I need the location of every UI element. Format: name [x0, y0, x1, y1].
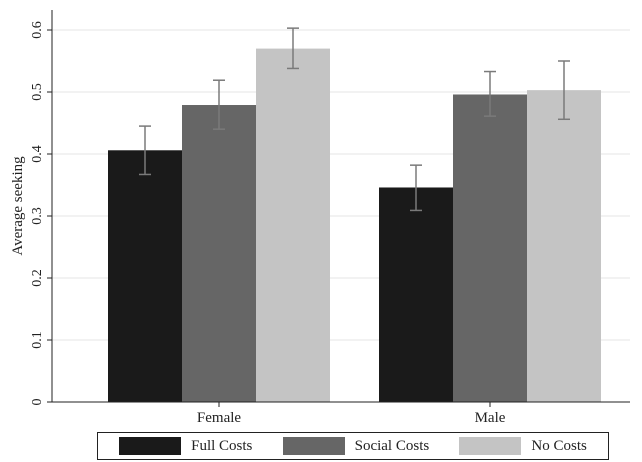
legend-label-full-costs: Full Costs	[191, 437, 253, 454]
legend-swatch-no-costs	[459, 437, 522, 455]
error-bars	[139, 27, 570, 212]
error-bar	[213, 79, 225, 130]
y-tick-label: 0.5	[30, 83, 45, 101]
y-axis-label: Average seeking	[10, 156, 26, 256]
legend-label-social-costs: Social Costs	[354, 437, 430, 454]
legend-swatch-social-costs	[282, 437, 345, 455]
error-bar	[139, 125, 151, 176]
y-tick-label: 0.3	[30, 207, 45, 225]
x-tick-label: Female	[197, 410, 241, 426]
legend-label-no-costs: No Costs	[531, 437, 587, 454]
y-tick-label: 0.6	[30, 21, 45, 39]
y-tick-label: 0.1	[30, 331, 45, 349]
error-bar	[410, 164, 422, 212]
y-tick-label: 0.4	[30, 145, 45, 163]
error-bar	[558, 60, 570, 121]
legend: Full Costs Social Costs No Costs	[97, 432, 609, 460]
bar-female-no-costs	[256, 48, 330, 402]
bar-female-full-costs	[108, 150, 182, 402]
bar-female-social-costs	[182, 105, 256, 403]
y-tick-label: 0.2	[30, 269, 45, 287]
y-ticks: 0 0.1 0.2 0.3 0.4 0.5 0.6	[30, 21, 52, 406]
bar-male-full-costs	[379, 187, 453, 402]
legend-swatch-full-costs	[119, 437, 182, 455]
bars	[108, 48, 601, 403]
error-bar	[287, 27, 299, 70]
y-tick-label: 0	[30, 399, 45, 406]
error-bar	[484, 70, 496, 117]
bar-male-social-costs	[453, 94, 527, 402]
x-tick-label: Male	[475, 410, 506, 426]
legend-item-full-costs: Full Costs	[119, 437, 252, 455]
legend-item-no-costs: No Costs	[459, 437, 587, 455]
axes	[51, 10, 630, 403]
bar-male-no-costs	[527, 90, 601, 402]
x-ticks: Female Male	[197, 402, 506, 426]
legend-item-social-costs: Social Costs	[282, 437, 430, 455]
